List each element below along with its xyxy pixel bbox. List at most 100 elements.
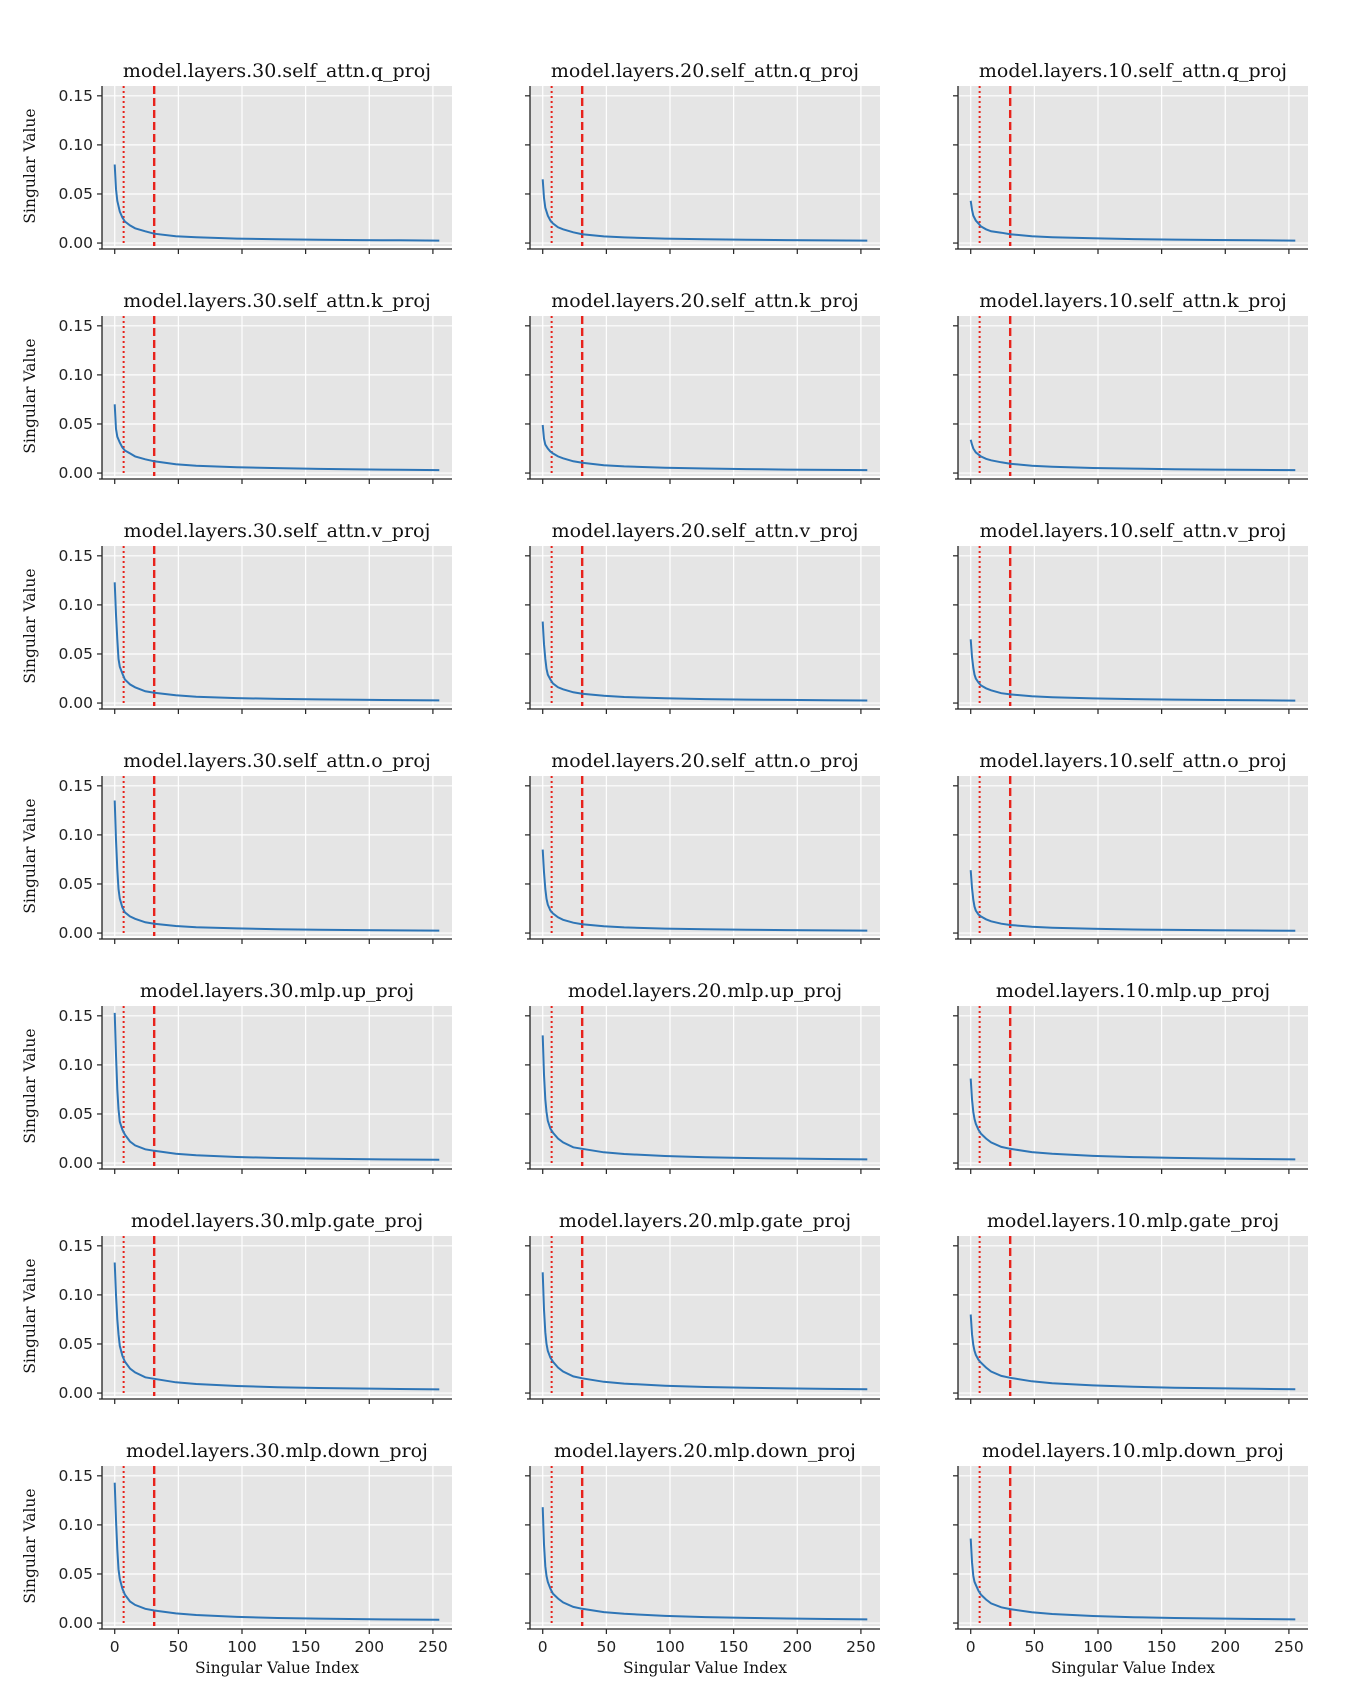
plot-background [530,86,880,246]
x-tick-label: 250 [846,1638,876,1656]
singular-value-curve [541,849,868,932]
plot-background [958,1006,1308,1166]
singular-value-curve [541,424,868,472]
subplot-12: model.layers.10.self_attn.o_proj [953,750,1308,944]
plot-background [530,546,880,706]
y-tick-label: 0.05 [58,875,93,893]
x-tick-label: 0 [110,1638,120,1656]
y-tick-label: 0.10 [58,1056,93,1074]
subplot-8: model.layers.20.self_attn.v_proj [525,520,880,714]
plot-background [958,776,1308,936]
y-tick-label: 0.05 [58,645,93,663]
y-axis-label: Singular Value [21,568,39,683]
x-axis-label: Singular Value Index [195,1659,359,1677]
singular-value-curve [541,1035,868,1161]
subplot-2: model.layers.20.self_attn.q_proj [525,60,880,254]
plot-background [102,546,452,706]
x-tick-label: 250 [418,1638,448,1656]
y-tick-label: 0.00 [58,694,93,712]
y-tick-label: 0.10 [58,596,93,614]
y-tick-label: 0.10 [58,1286,93,1304]
singular-value-curve [113,164,440,242]
x-tick-label: 200 [1210,1638,1240,1656]
plot-background [958,316,1308,476]
plot-background [102,316,452,476]
y-axis-label: Singular Value [21,798,39,913]
y-tick-label: 0.10 [58,826,93,844]
singular-value-curve [113,582,440,702]
plot-background [102,1236,452,1396]
x-tick-label: 50 [168,1638,188,1656]
subplot-10: 0.00 0.05 0.10 0.15 model.layers.30.self_att… [21,750,452,944]
y-tick-label: 0.10 [58,366,93,384]
x-tick-label: 150 [719,1638,749,1656]
plot-background [958,86,1308,246]
singular-value-curve [969,870,1296,932]
subplot-title: model.layers.10.mlp.down_proj [982,1440,1284,1462]
plot-background [102,86,452,246]
subplot-17: model.layers.20.mlp.gate_proj [525,1210,880,1404]
subplot-title: model.layers.10.self_attn.v_proj [980,520,1287,542]
x-tick-label: 50 [1024,1638,1044,1656]
singular-value-curve [969,639,1296,702]
y-tick-label: 0.05 [58,1105,93,1123]
x-tick-label: 100 [655,1638,685,1656]
y-tick-label: 0.00 [58,234,93,252]
x-tick-label: 0 [538,1638,548,1656]
singular-value-curve [541,621,868,702]
y-tick-label: 0.05 [58,185,93,203]
y-tick-label: 0.05 [58,1565,93,1583]
subplot-title: model.layers.10.mlp.up_proj [996,980,1270,1002]
subplot-5: model.layers.20.self_attn.k_proj [525,290,880,484]
x-tick-label: 250 [1274,1638,1304,1656]
singular-value-curve [541,179,868,242]
subplot-title: model.layers.10.self_attn.k_proj [979,290,1287,312]
subplot-title: model.layers.10.self_attn.o_proj [979,750,1286,772]
subplot-title: model.layers.20.mlp.down_proj [554,1440,856,1462]
y-tick-label: 0.05 [58,415,93,433]
plot-background [102,1466,452,1626]
subplot-title: model.layers.20.mlp.gate_proj [559,1210,851,1232]
x-tick-label: 100 [227,1638,257,1656]
x-axis-label: Singular Value Index [1051,1659,1215,1677]
subplot-title: model.layers.20.self_attn.q_proj [551,60,859,82]
plot-background [530,1236,880,1396]
subplot-title: model.layers.10.mlp.gate_proj [987,1210,1279,1232]
y-tick-label: 0.05 [58,1335,93,1353]
subplot-title: model.layers.20.self_attn.o_proj [551,750,858,772]
subplot-title: model.layers.30.self_attn.q_proj [123,60,431,82]
singular-value-curve [969,1314,1296,1391]
y-axis-label: Singular Value [21,338,39,453]
subplot-13: 0.00 0.05 0.10 0.15 model.layers.30.mlp.up_p… [21,980,452,1174]
plot-background [958,546,1308,706]
subplot-20: 0 50 100 150 200 250 model.layers.20.mlp.down_… [525,1440,880,1677]
subplot-title: model.layers.20.self_attn.k_proj [551,290,859,312]
singular-value-curve [969,1538,1296,1621]
subplot-15: model.layers.10.mlp.up_proj [953,980,1308,1174]
plot-background [102,776,452,936]
plot-background [530,776,880,936]
subplot-19: 0 50 100 150 200 250 0.00 0.05 0.10 0.15 model.lay… [21,1440,452,1677]
singular-value-curve [113,1012,440,1161]
x-axis-label: Singular Value Index [623,1659,787,1677]
subplot-3: model.layers.10.self_attn.q_proj [953,60,1308,254]
subplot-title: model.layers.30.mlp.up_proj [140,980,414,1002]
subplot-21: 0 50 100 150 200 250 model.layers.10.mlp.down_… [953,1440,1308,1677]
singular-value-curve [113,1262,440,1391]
plot-background [958,1466,1308,1626]
subplot-18: model.layers.10.mlp.gate_proj [953,1210,1308,1404]
y-axis-label: Singular Value [21,108,39,223]
y-tick-label: 0.00 [58,1154,93,1172]
subplot-7: 0.00 0.05 0.10 0.15 model.layers.30.self_att… [21,520,452,714]
subplot-6: model.layers.10.self_attn.k_proj [953,290,1308,484]
subplot-title: model.layers.30.self_attn.k_proj [123,290,431,312]
plot-background [102,1006,452,1166]
singular-value-curve [113,800,440,932]
y-axis-label: Singular Value [21,1028,39,1143]
x-tick-label: 50 [596,1638,616,1656]
y-axis-label: Singular Value [21,1258,39,1373]
singular-value-curve [969,1078,1296,1161]
subplot-11: model.layers.20.self_attn.o_proj [525,750,880,944]
x-tick-label: 100 [1083,1638,1113,1656]
